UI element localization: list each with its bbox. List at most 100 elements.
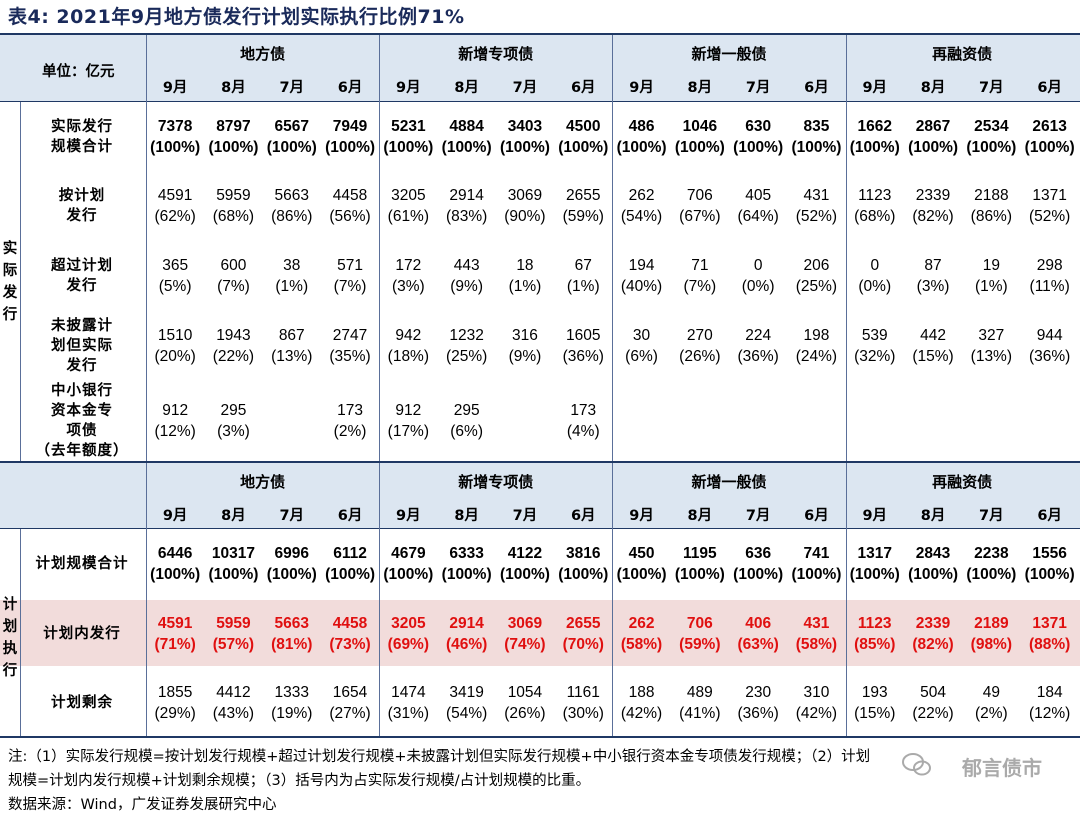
month-header: 7月 <box>512 80 538 96</box>
note-line-2: 规模=计划内发行规模+计划剩余规模；（3）括号内为占实际发行规模/占计划规模的比… <box>8 773 591 789</box>
group-divider <box>846 35 847 461</box>
month-header: 6月 <box>804 80 829 96</box>
source-line: 数据来源：Wind，广发证券发展研究中心 <box>8 797 277 813</box>
group-divider <box>379 35 380 461</box>
table-cell: 365 (5%) <box>158 257 192 295</box>
table-cell: 636 (100%) <box>733 545 784 583</box>
table-cell: 489 (41%) <box>679 684 721 722</box>
month-header: 7月 <box>979 508 1004 524</box>
table-cell: 504 (22%) <box>912 684 954 722</box>
table-cell: 1161 (30%) <box>562 684 604 722</box>
table-cell: 172 (3%) <box>391 257 425 295</box>
table-cell: 3816 (100%) <box>558 545 609 583</box>
table-cell: 67 (1%) <box>566 257 600 295</box>
row-label: 实际发行 规模合计 <box>51 119 113 155</box>
table-cell: 1371 (52%) <box>1028 187 1071 225</box>
table-cell: 3069 (74%) <box>504 615 546 653</box>
table-cell: 1556 (100%) <box>1024 545 1075 583</box>
group-header: 再融资债 <box>932 45 993 63</box>
table-cell: 327 (13%) <box>970 327 1013 365</box>
table-cell: 2655 (70%) <box>562 615 604 653</box>
month-header: 8月 <box>454 80 479 96</box>
month-header: 7月 <box>979 80 1004 96</box>
table-cell: 316 (9%) <box>508 327 542 365</box>
month-header: 9月 <box>162 508 188 524</box>
month-header: 9月 <box>862 508 888 524</box>
table-cell: 2655 (59%) <box>562 187 604 225</box>
table-cell: 5231 (100%) <box>383 118 434 156</box>
table-cell: 206 (25%) <box>795 257 838 295</box>
table-cell: 443 (9%) <box>450 257 483 295</box>
group-divider <box>146 35 147 461</box>
table-cell: 1054 (26%) <box>504 684 546 722</box>
table-cell: 193 (15%) <box>854 684 896 722</box>
header-rule-1 <box>0 101 1080 102</box>
table-cell: 5959 (68%) <box>212 187 255 225</box>
highlight-row-bg <box>0 600 1080 666</box>
group-header: 地方债 <box>240 45 286 63</box>
table-cell: 2747 (35%) <box>329 327 371 365</box>
month-header: 8月 <box>221 80 246 96</box>
group-header: 新增一般债 <box>691 473 767 491</box>
table-cell: 1943 (22%) <box>212 327 255 365</box>
section1-side-label: 实际发行 <box>2 241 18 323</box>
table-cell: 1123 (85%) <box>854 615 896 653</box>
table-cell: 224 (36%) <box>737 327 779 365</box>
table-cell: 1510 (20%) <box>154 327 196 365</box>
table-cell: 6567 (100%) <box>266 118 317 156</box>
row-label: 计划规模合计 <box>35 556 129 572</box>
group-divider <box>379 463 380 736</box>
row-label: 未披露计 划但实际 发行 <box>51 318 113 374</box>
month-header: 8月 <box>687 80 713 96</box>
month-header: 8月 <box>454 508 479 524</box>
table-cell: 1232 (25%) <box>445 327 488 365</box>
table-cell: 1333 (19%) <box>271 684 313 722</box>
side-divider <box>20 529 21 736</box>
group-divider <box>612 463 613 736</box>
bottom-rule <box>0 736 1080 738</box>
table-cell: 2339 (82%) <box>912 615 954 653</box>
table-cell: 0 (0%) <box>741 257 775 295</box>
month-header: 7月 <box>279 80 305 96</box>
table-cell: 835 (100%) <box>791 118 842 156</box>
wechat-icon <box>902 753 931 776</box>
note-line-1: 注:（1）实际发行规模=按计划发行规模+超过计划发行规模+未披露计划但实际发行规… <box>8 749 871 765</box>
month-header: 7月 <box>745 80 771 96</box>
table-cell: 3419 (54%) <box>445 684 488 722</box>
table-cell: 194 (40%) <box>620 257 663 295</box>
table-cell: 173 (2%) <box>333 402 367 440</box>
table-cell: 1605 (36%) <box>562 327 604 365</box>
table-cell: 295 (3%) <box>217 402 250 440</box>
table-cell: 2339 (82%) <box>912 187 954 225</box>
table-cell: 3205 (69%) <box>387 615 430 653</box>
table-cell: 1654 (27%) <box>329 684 371 722</box>
month-header: 8月 <box>920 508 946 524</box>
table-cell: 3205 (61%) <box>387 187 430 225</box>
table-cell: 310 (42%) <box>795 684 838 722</box>
table-cell: 1474 (31%) <box>387 684 430 722</box>
table-cell: 2189 (98%) <box>970 615 1013 653</box>
table-cell: 450 (100%) <box>616 545 667 583</box>
row-label: 计划内发行 <box>43 626 121 642</box>
header-band-2 <box>0 463 1080 528</box>
month-header: 6月 <box>337 80 363 96</box>
month-header: 7月 <box>279 508 305 524</box>
table-cell: 442 (15%) <box>912 327 954 365</box>
table-cell: 406 (63%) <box>737 615 779 653</box>
side-divider <box>20 102 21 461</box>
group-divider <box>612 35 613 461</box>
table-cell: 1855 (29%) <box>154 684 196 722</box>
table-cell: 2188 (86%) <box>970 187 1013 225</box>
month-header: 9月 <box>862 80 888 96</box>
section2-side-label: 计划执行 <box>2 597 18 679</box>
month-header: 8月 <box>221 508 246 524</box>
header-rule-2 <box>0 528 1080 529</box>
month-header: 6月 <box>1037 508 1062 524</box>
table-cell: 270 (26%) <box>679 327 721 365</box>
group-header: 新增一般债 <box>691 45 767 63</box>
table-cell: 600 (7%) <box>217 257 250 295</box>
table-cell: 2867 (100%) <box>908 118 959 156</box>
table-cell: 2238 (100%) <box>966 545 1017 583</box>
table-cell: 4591 (62%) <box>154 187 196 225</box>
table-cell: 6333 (100%) <box>441 545 492 583</box>
